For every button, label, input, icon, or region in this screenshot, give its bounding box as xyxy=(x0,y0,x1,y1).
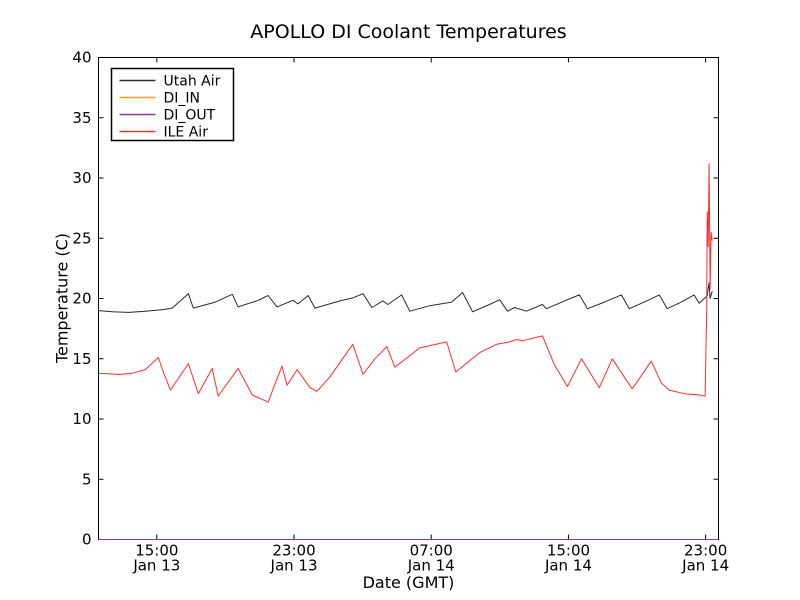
x-tick-label: 15:00 Jan 14 xyxy=(544,542,592,575)
y-tick-label: 0 xyxy=(82,531,92,549)
legend-label-utah-air: Utah Air xyxy=(164,74,221,90)
legend-label-ile-air: ILE Air xyxy=(164,125,209,141)
y-tick-label: 15 xyxy=(72,350,91,368)
legend-label-di-out: DI_OUT xyxy=(164,108,216,124)
x-tick-label: 23:00 Jan 14 xyxy=(681,542,729,575)
series-line-utah-air xyxy=(98,282,713,313)
x-tick-label: 07:00 Jan 14 xyxy=(407,542,455,575)
y-tick-label: 30 xyxy=(72,169,91,187)
legend-label-di-in: DI_IN xyxy=(164,91,201,107)
y-tick-label: 40 xyxy=(72,49,91,67)
series-line-ile-air xyxy=(98,163,713,403)
x-axis-label: Date (GMT) xyxy=(362,573,455,592)
x-tick-label: 15:00 Jan 13 xyxy=(132,542,180,575)
y-tick-label: 35 xyxy=(72,109,91,127)
y-tick-label: 5 xyxy=(82,470,92,488)
chart-title: APOLLO DI Coolant Temperatures xyxy=(250,21,567,43)
x-tick-label: 23:00 Jan 13 xyxy=(270,542,318,575)
y-tick-label: 10 xyxy=(72,410,91,428)
y-tick-label: 25 xyxy=(72,229,91,247)
y-tick-label: 20 xyxy=(72,290,91,308)
